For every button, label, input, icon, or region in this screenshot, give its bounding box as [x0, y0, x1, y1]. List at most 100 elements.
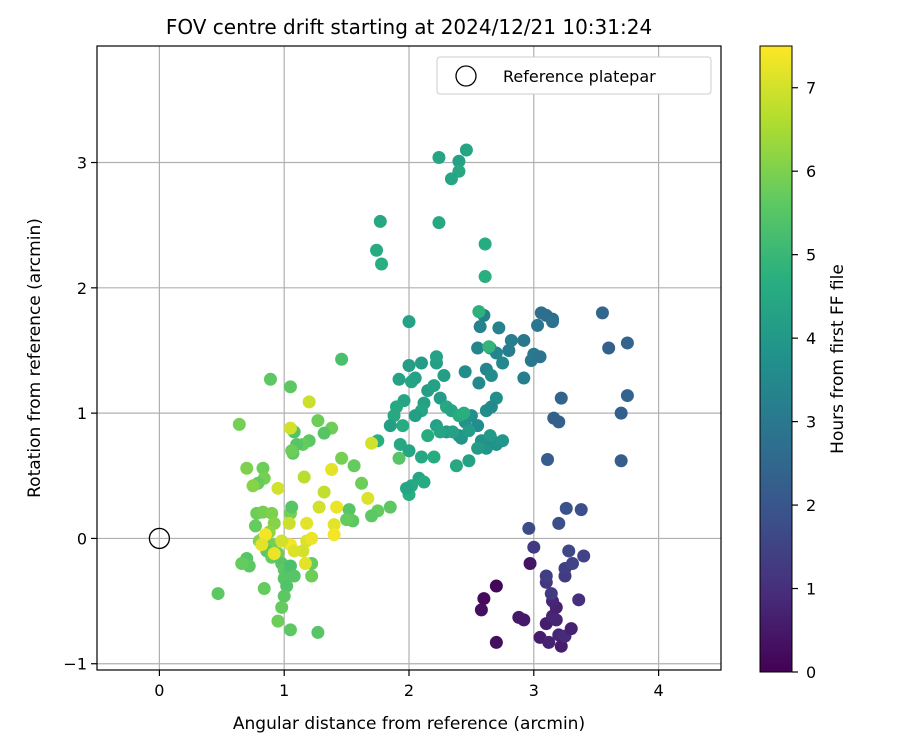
data-point	[283, 623, 297, 637]
data-point	[402, 444, 416, 458]
legend-marker-circle-icon	[455, 65, 477, 87]
data-point	[595, 306, 609, 320]
data-point	[283, 421, 297, 435]
data-point	[496, 356, 510, 370]
data-point	[283, 559, 297, 573]
data-point	[408, 371, 422, 385]
data-point	[305, 569, 319, 583]
data-point	[275, 534, 289, 548]
data-point	[562, 544, 576, 558]
data-point	[255, 538, 269, 552]
data-point	[552, 415, 566, 429]
data-point	[375, 257, 389, 271]
data-point	[452, 154, 466, 168]
data-point	[517, 371, 531, 385]
data-point	[335, 352, 349, 366]
data-point	[396, 419, 410, 433]
data-point	[312, 500, 326, 514]
data-point	[614, 454, 628, 468]
data-point	[327, 528, 341, 542]
data-point	[574, 503, 588, 517]
colorbar-tick-label: 2	[806, 496, 816, 515]
reference-platepar-point	[148, 527, 171, 550]
data-point	[277, 589, 291, 603]
data-point	[474, 603, 488, 617]
data-point	[311, 625, 325, 639]
data-point	[572, 593, 586, 607]
data-point	[432, 216, 446, 230]
data-point	[330, 500, 344, 514]
data-point	[383, 419, 397, 433]
data-point	[265, 506, 279, 520]
data-point	[335, 451, 349, 465]
data-point	[564, 622, 578, 636]
data-point	[614, 406, 628, 420]
colorbar-tick-label: 0	[806, 663, 816, 682]
data-point	[317, 426, 331, 440]
data-point	[473, 320, 487, 334]
colorbar-label: Hours from first FF file	[828, 264, 848, 454]
data-point	[347, 459, 361, 473]
data-point	[400, 481, 414, 495]
data-point	[449, 459, 463, 473]
data-point	[444, 172, 458, 186]
data-point	[433, 425, 447, 439]
data-point	[421, 429, 435, 443]
grid-lines	[97, 46, 721, 670]
colorbar-tick-label: 1	[806, 580, 816, 599]
data-point	[620, 336, 634, 350]
colorbar-gradient	[759, 45, 793, 673]
y-tick-label: 3	[77, 154, 87, 173]
colorbar-tick-label: 6	[806, 162, 816, 181]
data-point	[483, 429, 497, 443]
data-point	[325, 463, 339, 477]
data-point	[549, 613, 563, 627]
data-point	[365, 436, 379, 450]
data-point	[271, 614, 285, 628]
data-point	[235, 556, 249, 570]
data-point	[298, 556, 312, 570]
data-point	[355, 476, 369, 490]
data-point	[432, 151, 446, 165]
data-point	[459, 143, 473, 157]
data-point	[256, 461, 270, 475]
data-point	[496, 434, 510, 448]
y-tick-label: 1	[77, 404, 87, 423]
data-point	[402, 315, 416, 329]
data-point	[471, 441, 485, 455]
data-point	[271, 481, 285, 495]
data-point	[280, 579, 294, 593]
data-point	[602, 341, 616, 355]
colorbar-tick-label: 5	[806, 246, 816, 265]
data-point	[232, 417, 246, 431]
data-point	[275, 600, 289, 614]
legend: Reference platepar	[436, 56, 712, 95]
data-point	[340, 513, 354, 527]
data-point	[392, 372, 406, 386]
data-point	[482, 340, 496, 354]
data-point	[446, 425, 460, 439]
data-point	[392, 451, 406, 465]
data-point	[471, 341, 485, 355]
data-point	[305, 531, 319, 545]
colorbar-tick-label: 3	[806, 413, 816, 432]
colorbar: 0 1 2 3 4 5 6 7 Hours from first FF file	[759, 45, 848, 682]
data-point	[240, 461, 254, 475]
colorbar-ticks: 0 1 2 3 4 5 6 7	[792, 79, 816, 682]
data-point	[577, 549, 591, 563]
y-tick-label: 0	[77, 529, 87, 548]
x-tick-label: 2	[404, 681, 414, 700]
data-point	[565, 556, 579, 570]
data-point	[492, 321, 506, 335]
legend-entry-reference: Reference platepar	[503, 67, 656, 86]
data-point	[248, 519, 262, 533]
data-point	[287, 569, 301, 583]
x-axis-label: Angular distance from reference (arcmin)	[233, 714, 585, 734]
data-point	[414, 450, 428, 464]
data-point	[370, 243, 384, 257]
x-tick-label: 3	[529, 681, 539, 700]
data-point	[489, 635, 503, 649]
data-points	[211, 143, 634, 653]
data-point	[523, 556, 537, 570]
